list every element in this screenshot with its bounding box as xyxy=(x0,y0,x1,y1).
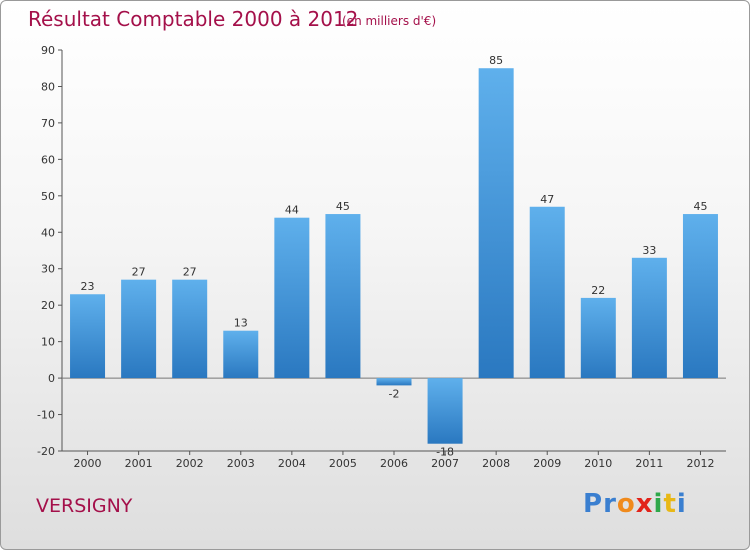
bar-2011 xyxy=(631,257,667,379)
x-tick-label-2010: 2010 xyxy=(584,457,612,470)
logo-letter: i xyxy=(653,489,664,519)
y-tick-label: 40 xyxy=(41,226,55,239)
bar-2006 xyxy=(376,378,412,386)
y-tick-label: 30 xyxy=(41,263,55,276)
y-tick-label: 50 xyxy=(41,190,55,203)
value-label-2001: 27 xyxy=(132,266,146,279)
y-tick-label: 20 xyxy=(41,299,55,312)
bar-2002 xyxy=(172,279,208,379)
bar-2012 xyxy=(682,214,718,379)
y-tick-label: 90 xyxy=(41,44,55,57)
value-label-2005: 45 xyxy=(336,200,350,213)
bar-2007 xyxy=(427,378,463,444)
bar-2004 xyxy=(274,217,310,379)
y-tick-label: -20 xyxy=(37,445,55,458)
x-tick-label-2009: 2009 xyxy=(533,457,561,470)
value-label-2000: 23 xyxy=(81,280,95,293)
place-name: VERSIGNY xyxy=(36,495,133,517)
value-label-2011: 33 xyxy=(642,244,656,257)
x-tick-label-2007: 2007 xyxy=(431,457,459,470)
bar-2009 xyxy=(529,206,565,379)
value-label-2007: -18 xyxy=(436,446,454,459)
x-tick-label-2002: 2002 xyxy=(176,457,204,470)
value-label-2012: 45 xyxy=(693,200,707,213)
logo-letter: r xyxy=(603,489,617,519)
logo-letter: t xyxy=(663,489,677,519)
logo-letter: x xyxy=(635,489,654,519)
value-label-2002: 27 xyxy=(183,266,197,279)
x-tick-label-2000: 2000 xyxy=(74,457,102,470)
bar-2008 xyxy=(478,68,514,379)
bar-2005 xyxy=(325,214,361,379)
value-label-2008: 85 xyxy=(489,54,503,67)
chart-subtitle: (en milliers d'€) xyxy=(342,14,437,28)
logo-letter: P xyxy=(583,489,604,519)
bar-2001 xyxy=(121,279,157,379)
logo-letter: o xyxy=(616,489,636,519)
y-tick-label: 70 xyxy=(41,117,55,130)
y-tick-label: 60 xyxy=(41,153,55,166)
value-label-2004: 44 xyxy=(285,204,299,217)
logo-letter: i xyxy=(676,489,687,519)
bar-2010 xyxy=(580,297,616,379)
value-label-2010: 22 xyxy=(591,284,605,297)
y-tick-label: 0 xyxy=(48,372,55,385)
x-tick-label-2005: 2005 xyxy=(329,457,357,470)
y-tick-label: 10 xyxy=(41,336,55,349)
value-label-2003: 13 xyxy=(234,317,248,330)
x-tick-label-2003: 2003 xyxy=(227,457,255,470)
x-tick-label-2006: 2006 xyxy=(380,457,408,470)
chart-title: Résultat Comptable 2000 à 2012 xyxy=(28,7,359,31)
x-tick-label-2004: 2004 xyxy=(278,457,306,470)
bar-2000 xyxy=(70,294,106,379)
proxiti-logo: Proxiti xyxy=(583,489,687,519)
bar-2003 xyxy=(223,330,259,379)
y-tick-label: -10 xyxy=(37,409,55,422)
x-tick-label-2001: 2001 xyxy=(125,457,153,470)
x-tick-label-2012: 2012 xyxy=(686,457,714,470)
value-label-2006: -2 xyxy=(389,387,400,400)
y-tick-label: 80 xyxy=(41,80,55,93)
x-tick-label-2008: 2008 xyxy=(482,457,510,470)
value-label-2009: 47 xyxy=(540,193,554,206)
x-tick-label-2011: 2011 xyxy=(635,457,663,470)
